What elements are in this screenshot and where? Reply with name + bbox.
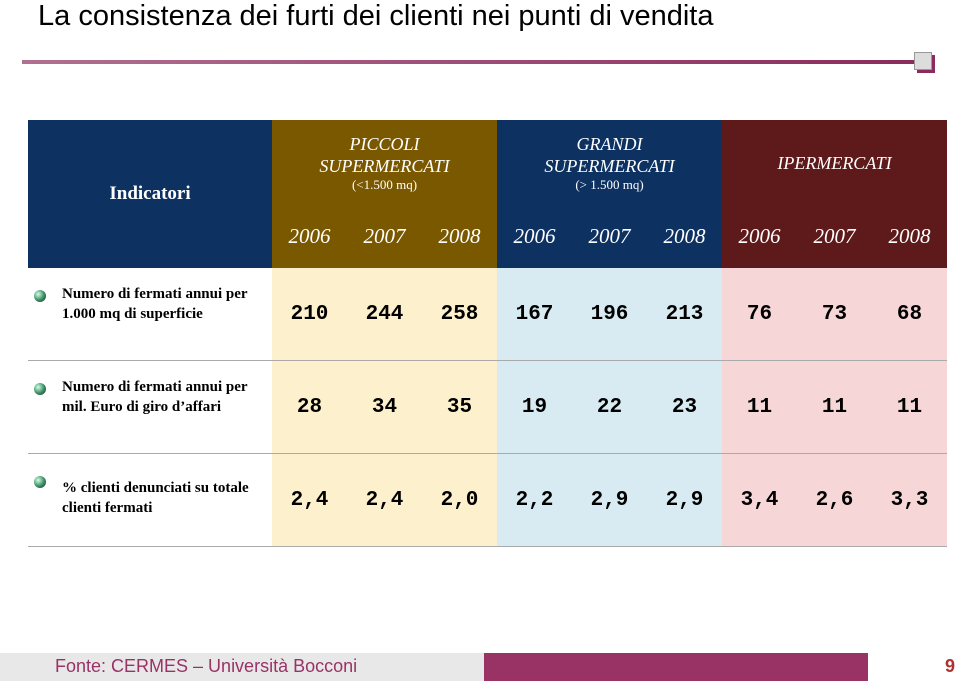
- cell-value: 28: [296, 396, 323, 419]
- group-header-bg: [272, 120, 497, 268]
- cell-value: 2,4: [290, 489, 329, 512]
- cell-value: 196: [590, 303, 629, 326]
- group-header: GRANDI SUPERMERCATI (> 1.500 mq): [497, 120, 722, 205]
- cell-value: 76: [746, 303, 773, 326]
- year-header: 2007: [588, 224, 631, 248]
- group-name: PICCOLI SUPERMERCATI: [319, 133, 450, 176]
- group-sub: (> 1.500 mq): [575, 176, 644, 192]
- year-header: 2007: [363, 224, 406, 248]
- column-bg: [497, 268, 722, 361]
- slide-title: La consistenza dei furti dei clienti nei…: [38, 0, 714, 32]
- cell-value: 2,9: [665, 489, 704, 512]
- row-label: % clienti denunciati su totale clienti f…: [62, 480, 249, 516]
- cell-value: 23: [671, 396, 698, 419]
- footer-bar: [0, 653, 484, 681]
- group-header-bg: [722, 120, 947, 268]
- cell-value: 73: [821, 303, 848, 326]
- year-header: 2008: [438, 224, 481, 248]
- cell-value: 2,2: [515, 489, 554, 512]
- row-divider: [28, 453, 947, 454]
- bullet: [34, 383, 46, 395]
- column-bg: [272, 454, 497, 547]
- cell-value: 244: [365, 303, 404, 326]
- group-name: IPERMERCATI: [777, 152, 892, 173]
- corner-icon: [914, 52, 932, 70]
- group-header: PICCOLI SUPERMERCATI (<1.500 mq): [272, 120, 497, 205]
- year-header: 2006: [513, 224, 556, 248]
- row-divider: [28, 546, 947, 547]
- group-name: GRANDI SUPERMERCATI: [544, 133, 675, 176]
- column-bg: [497, 454, 722, 547]
- row-divider: [28, 360, 947, 361]
- cell-value: 210: [290, 303, 329, 326]
- cell-value: 34: [371, 396, 398, 419]
- cell-value: 35: [446, 396, 473, 419]
- column-bg: [722, 361, 947, 454]
- cell-value: 2,6: [815, 489, 854, 512]
- footer-source: Fonte: CERMES – Università Bocconi: [55, 656, 358, 676]
- bullet: [34, 290, 46, 302]
- cell-value: 11: [896, 396, 923, 419]
- year-header: 2008: [888, 224, 931, 248]
- column-bg: [272, 268, 497, 361]
- footer-accent: [484, 653, 868, 681]
- cell-value: 22: [596, 396, 623, 419]
- group-sub: (<1.500 mq): [351, 176, 418, 192]
- cell-value: 2,0: [440, 489, 479, 512]
- cell-value: 167: [515, 303, 554, 326]
- group-header-bg: [497, 120, 722, 268]
- column-bg: [722, 268, 947, 361]
- group-header: IPERMERCATI: [722, 120, 947, 205]
- cell-value: 213: [665, 303, 704, 326]
- column-bg: [272, 361, 497, 454]
- cell-value: 258: [440, 303, 479, 326]
- row-label: Numero di fermati annui per mil. Euro di…: [62, 379, 248, 415]
- cell-value: 68: [896, 303, 923, 326]
- cell-value: 2,9: [590, 489, 629, 512]
- year-header: 2006: [738, 224, 781, 248]
- cell-value: 19: [521, 396, 548, 419]
- column-bg: [722, 454, 947, 547]
- row-label: Numero di fermati annui per 1.000 mq di …: [62, 286, 248, 322]
- cell-value: 3,3: [890, 489, 929, 512]
- column-bg: [497, 361, 722, 454]
- page-number: 9: [945, 656, 956, 676]
- corner: Indicatori: [28, 120, 272, 268]
- year-header: 2007: [813, 224, 856, 248]
- year-header: 2006: [288, 224, 331, 248]
- cell-value: 11: [821, 396, 848, 419]
- cell-value: 3,4: [740, 489, 779, 512]
- cell-value: 2,4: [365, 489, 404, 512]
- bullet: [34, 476, 46, 488]
- cell-value: 11: [746, 396, 773, 419]
- year-header: 2008: [663, 224, 706, 248]
- title-rule: [22, 60, 920, 64]
